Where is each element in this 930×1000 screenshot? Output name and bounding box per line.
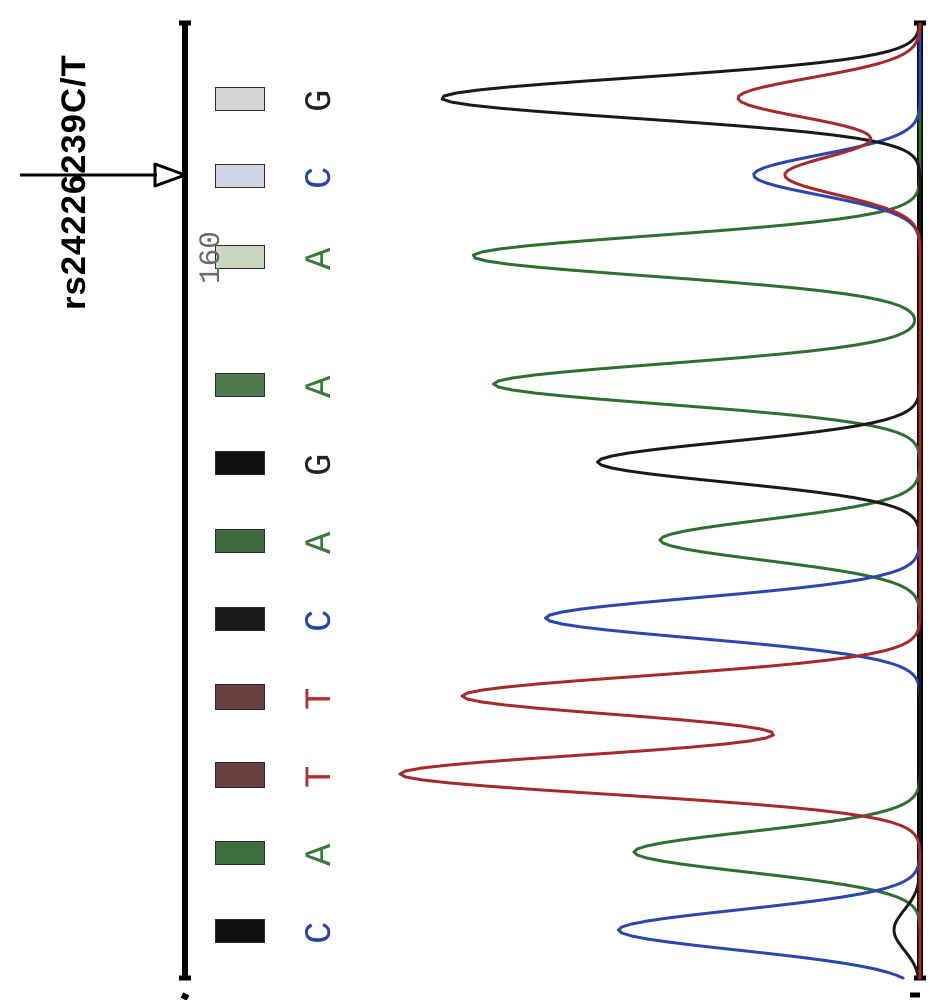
quality-box	[215, 919, 265, 943]
quality-box	[215, 373, 265, 397]
base-call-letter: C	[300, 922, 342, 944]
quality-box	[215, 762, 265, 788]
chromatogram-figure: rs24226239C/T C A T T C A G A A 160 C G	[0, 0, 930, 1000]
figure-caption: rs24226239C/T	[55, 54, 94, 310]
base-call-letter: G	[300, 90, 342, 112]
quality-box	[215, 87, 265, 111]
position-label: 160	[195, 231, 228, 284]
base-call-letter: C	[300, 167, 342, 189]
base-call-letter: A	[300, 844, 342, 866]
base-call-letter: T	[300, 766, 342, 788]
base-call-letter: T	[300, 688, 342, 710]
base-call-letter: A	[300, 532, 342, 554]
chromatogram-svg	[0, 0, 930, 1000]
quality-box	[215, 164, 265, 188]
quality-box	[215, 841, 265, 865]
base-call-letter: A	[300, 248, 342, 270]
quality-box	[215, 607, 265, 631]
base-call-letter: G	[300, 454, 342, 476]
quality-box	[215, 451, 265, 475]
quality-box	[215, 684, 265, 710]
quality-box	[215, 529, 265, 553]
base-call-letter: A	[300, 376, 342, 398]
base-call-letter: C	[300, 610, 342, 632]
